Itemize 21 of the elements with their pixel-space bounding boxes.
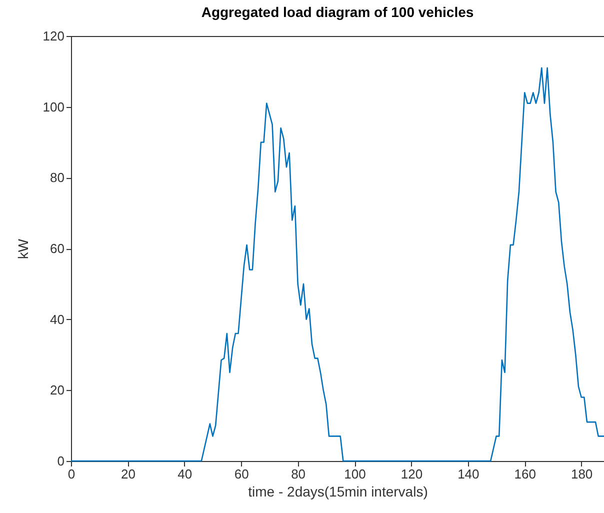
x-tick-label: 0 xyxy=(68,466,76,482)
y-tick-label: 0 xyxy=(57,454,64,468)
x-tick-label: 140 xyxy=(458,466,480,482)
y-tick-label: 120 xyxy=(42,28,64,44)
y-tick-label: 100 xyxy=(42,99,64,114)
y-tick-label: 20 xyxy=(50,382,64,398)
x-tick-label: 180 xyxy=(570,466,593,482)
x-axis-title: time - 2days(15min intervals) xyxy=(248,484,428,500)
x-tick-label: 20 xyxy=(120,466,136,482)
y-tick-label: 40 xyxy=(50,312,64,327)
x-tick-label: 40 xyxy=(178,466,192,482)
y-axis-title: kW xyxy=(14,238,31,260)
x-tick-label: 60 xyxy=(234,466,249,482)
x-tick-label: 80 xyxy=(291,466,306,482)
y-tick-label: 60 xyxy=(50,241,64,256)
chart-title: Aggregated load diagram of 100 vehicles xyxy=(201,4,474,20)
y-tick-label: 80 xyxy=(50,170,64,186)
line-series xyxy=(70,67,604,462)
x-tick-label: 100 xyxy=(344,466,366,482)
x-tick-label: 160 xyxy=(514,466,536,482)
x-tick-label: 120 xyxy=(400,466,423,482)
